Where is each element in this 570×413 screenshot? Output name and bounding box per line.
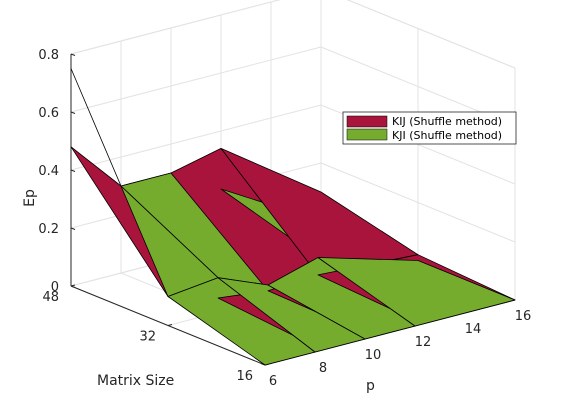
back-grid-z [70,104,322,171]
x-tick-label: 14 [465,322,482,337]
x-tick-label: 12 [415,335,432,350]
legend-swatch-kij [346,115,388,128]
y-axis-label: Matrix Size [97,373,174,389]
z-tick-mark [70,227,76,230]
legend: KIJ (Shuffle method) KJI (Shuffle method… [342,111,517,145]
legend-label-kji: KJI (Shuffle method) [392,129,502,142]
z-tick-label: 0.4 [38,164,59,179]
x-axis-label: p [366,378,375,394]
z-tick-label: 0.6 [38,106,59,121]
legend-swatch-kji [346,128,388,141]
x-tick-label: 10 [365,348,382,363]
box-edge [346,0,516,69]
x-tick-label: 16 [515,309,532,324]
x-tick-label: 6 [269,374,277,389]
z-tick-label: 0.2 [38,222,59,237]
z-tick-mark [70,285,76,288]
surfaces [70,68,516,366]
z-tick-mark [70,53,76,56]
z-tick-mark [70,111,76,114]
x-tick-label: 8 [319,361,327,376]
z-axis-label: Ep [22,189,38,207]
z-tick-label: 0.8 [38,48,59,63]
y-tick-label: 32 [139,330,156,345]
y-tick-label: 48 [42,290,59,305]
back-grid-z [70,46,322,113]
y-tick-label: 16 [236,369,253,384]
z-tick-mark [70,169,76,172]
z-tick-label: 0 [51,280,59,295]
legend-label-kij: KIJ (Shuffle method) [392,115,502,128]
side-grid-z [320,162,516,243]
y-tick-mark [167,324,173,326]
kji-surface-patch [317,257,516,327]
box-edge [70,0,281,55]
back-grid-z [70,0,281,55]
